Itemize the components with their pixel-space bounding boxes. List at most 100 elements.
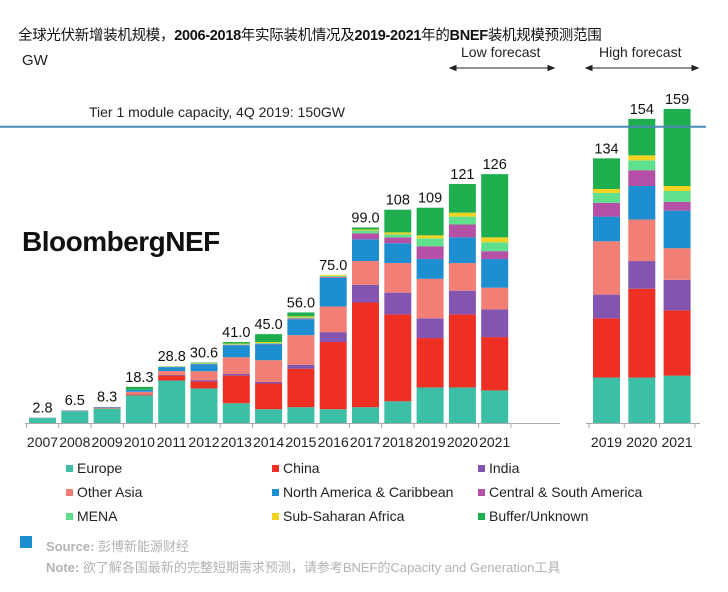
title-part: 2019-2021 [354,28,422,44]
data-label-total: 18.3 [125,370,153,386]
legend-swatch [478,512,485,520]
bar-stack-2018 [384,209,412,423]
bar-segment-buffer-unknown [593,158,620,189]
legend-item-mena: MENA [66,508,117,524]
bar-segment-north-america-caribbean [628,186,656,220]
y-unit-label: GW [22,52,48,69]
bar-segment-mena [663,190,691,202]
bar-segment-buffer-unknown [125,386,153,390]
bar-segment-central-south-america [287,318,315,320]
bar-segment-europe [158,380,186,423]
bar-segment-north-america-caribbean [222,345,250,358]
bar-segment-other-asia [663,248,691,280]
bar-segment-north-america-caribbean [190,364,218,372]
low-forecast-arrow [448,64,556,72]
bar-segment-central-south-america [319,276,347,278]
bar-segment-sub-saharan-africa [352,229,379,231]
legend-label: Buffer/Unknown [489,508,589,524]
source-label: Source: [46,539,95,554]
bar-stack-2008 [61,410,89,423]
bar-segment-other-asia [222,357,250,375]
bar-segment-other-asia [319,306,347,333]
bar-segment-mena [448,216,476,225]
bar-segment-china [628,288,656,378]
legend-swatch [66,512,73,520]
title-part: 2006-2018 [174,28,241,44]
bar-segment-india [158,375,186,376]
data-label-total: 154 [630,102,654,118]
bar-segment-europe [255,409,283,423]
bar-segment-buffer-unknown [416,207,444,236]
bar-stack-2015 [287,312,315,423]
legend-item-central-south-america: Central & South America [478,484,642,500]
x-tick-label: 2010 [124,434,155,450]
x-tick-label: 2020 [447,434,478,450]
bar-segment-india [319,332,347,343]
bar-segment-mena [255,343,283,344]
bar-segment-central-south-america [481,251,509,260]
x-tick-label: 2020 [626,434,657,450]
bar-segment-other-asia [481,287,509,310]
data-label-total: 108 [386,193,410,209]
title-part: 年实际装机情况及 [240,28,355,44]
bar-segment-sub-saharan-africa [663,186,691,191]
x-tick-label: 2008 [59,434,90,450]
legend-item-sub-saharan-africa: Sub-Saharan Africa [272,508,404,524]
bar-segment-mena [352,230,379,234]
source-marker-icon [20,536,32,548]
bar-segment-india [222,374,250,376]
bar-segment-europe [319,409,347,423]
note-line: Note: 欲了解各国最新的完整短期需求预测，请参考BNEF的Capacity … [46,557,560,576]
bar-segment-sub-saharan-africa [287,316,315,318]
legend-swatch [478,488,485,496]
bar-segment-north-america-caribbean [93,407,121,408]
data-label-total: 30.6 [190,346,218,362]
bar-stack-2020 [448,184,476,423]
source-line: Source: 彭博新能源财经 [46,536,189,555]
bar-segment-china [481,337,509,391]
bar-segment-europe [663,375,691,423]
high-forecast-arrow [584,64,700,72]
bar-segment-central-south-america [384,237,412,244]
bar-segment-north-america-caribbean [663,210,691,249]
bar-stack-2020-high [628,118,656,423]
legend-label: North America & Caribbean [283,484,454,500]
legend-swatch [66,488,73,496]
x-tick-label: 2007 [27,434,58,450]
bar-segment-sub-saharan-africa [448,212,476,217]
data-label-total: 28.8 [158,349,186,365]
bar-segment-china [593,318,620,378]
bar-segment-sub-saharan-africa [319,274,347,276]
data-label-total: 56.0 [287,295,315,311]
bar-segment-europe [287,407,315,423]
data-label-total: 99.0 [351,210,379,226]
x-tick-label: 2014 [253,434,284,450]
bar-segment-north-america-caribbean [352,239,379,262]
bar-segment-other-asia [93,407,121,409]
data-label-total: 41.0 [222,325,250,341]
data-label-total: 2.8 [32,400,52,416]
legend-label: Other Asia [77,484,143,500]
bar-segment-central-south-america [222,344,250,346]
data-label-total: 159 [665,92,689,108]
x-tick-label: 2015 [285,434,316,450]
bar-segment-mena [481,242,509,252]
bar-segment-central-south-america [663,201,691,211]
bar-segment-sub-saharan-africa [255,342,283,344]
bar-segment-buffer-unknown [352,227,379,230]
bar-stack-2009 [93,407,121,423]
bar-segment-india [384,292,412,315]
bar-segment-buffer-unknown [628,118,656,156]
note-label: Note: [46,560,80,575]
bar-segment-india [287,364,315,369]
legend-swatch [272,512,279,520]
x-tick-label: 2012 [188,434,219,450]
bar-segment-north-america-caribbean [384,243,412,264]
bar-stack-2021 [481,174,509,423]
low-forecast-label: Low forecast [461,44,541,60]
bar-segment-india [255,381,283,384]
bar-segment-china [287,368,315,408]
bar-segment-other-asia [287,335,315,365]
bar-segment-europe [593,377,620,423]
bar-segment-buffer-unknown [222,342,250,344]
